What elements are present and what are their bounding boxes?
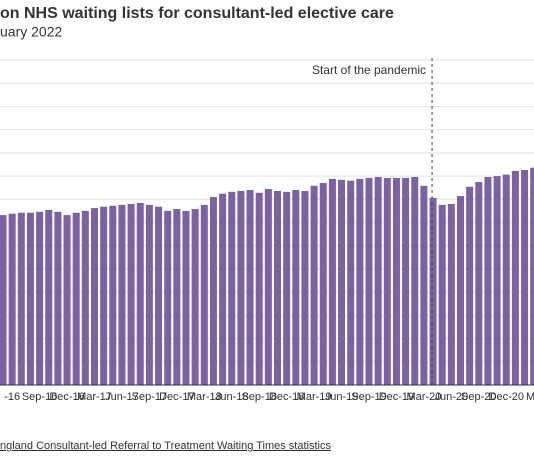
bar <box>264 189 272 385</box>
bar <box>63 215 71 385</box>
bar <box>237 190 245 385</box>
bar <box>438 204 446 385</box>
bar <box>0 215 7 385</box>
bar <box>173 209 181 385</box>
bar <box>511 170 519 385</box>
bar <box>100 206 108 385</box>
bar <box>91 208 98 385</box>
bar <box>191 209 199 385</box>
x-tick-label: Dec-18 <box>269 391 304 403</box>
bar <box>402 177 410 385</box>
bar <box>81 210 89 385</box>
x-tick-label: Mar-20 <box>406 391 441 403</box>
x-tick-label: Dec-17 <box>159 391 194 403</box>
x-tick-label: Mar-17 <box>77 391 112 403</box>
bar <box>365 177 373 385</box>
x-tick-label: Jun-20 <box>435 391 469 403</box>
bar <box>26 212 34 385</box>
bar <box>45 209 53 385</box>
x-tick-label: Jun-18 <box>215 391 249 403</box>
bar <box>319 183 327 385</box>
bar <box>338 179 346 385</box>
bar <box>136 203 144 385</box>
x-tick-label: Sep-18 <box>241 391 276 403</box>
x-tick-label: Mar-19 <box>297 391 332 403</box>
x-tick-label: Mar-18 <box>187 391 222 403</box>
bar <box>182 210 190 385</box>
bar <box>155 206 163 385</box>
x-tick-label: Sep-17 <box>132 391 167 403</box>
x-tick-label: Sep-16 <box>22 391 57 403</box>
bar <box>356 178 364 385</box>
x-tick-label: Ma <box>526 391 534 403</box>
bar <box>209 196 217 385</box>
bar <box>72 212 80 385</box>
bar <box>420 185 428 385</box>
bar <box>374 177 382 385</box>
bar <box>530 167 534 385</box>
bar <box>246 190 254 385</box>
bar <box>54 211 62 385</box>
bar <box>8 213 16 385</box>
bar <box>283 191 291 385</box>
bar <box>392 177 400 385</box>
bar <box>447 203 455 385</box>
chart-title: on NHS waiting lists for consultant-led … <box>0 5 394 22</box>
x-tick-label: Dec-20 <box>489 391 524 403</box>
bar <box>118 204 126 385</box>
x-tick-label: Jun-19 <box>325 391 359 403</box>
x-tick-label: Sep-19 <box>351 391 386 403</box>
x-tick-label: Sep-20 <box>461 391 496 403</box>
bar <box>228 191 236 385</box>
bar <box>502 174 510 385</box>
bar <box>219 193 227 385</box>
bar <box>274 190 281 385</box>
x-tick-label: Dec-19 <box>379 391 414 403</box>
bar <box>164 210 172 385</box>
bar <box>466 186 474 385</box>
x-tick-label: Jun-17 <box>105 391 139 403</box>
bar <box>301 190 309 385</box>
chart-subtitle: uary 2022 <box>0 24 62 40</box>
bar <box>200 204 208 385</box>
bar <box>475 182 483 385</box>
bar <box>457 196 464 385</box>
bar <box>127 203 135 385</box>
x-tick-label: Dec-16 <box>49 391 84 403</box>
source: ngland Consultant-led Referral to Treatm… <box>0 440 331 452</box>
bar <box>109 205 117 385</box>
bar <box>36 211 44 385</box>
bar <box>292 190 300 385</box>
bar <box>493 176 501 385</box>
bar <box>328 178 336 385</box>
bar <box>411 177 419 385</box>
bar <box>521 170 529 385</box>
bar <box>255 192 263 385</box>
bar <box>310 185 318 385</box>
annotation-text: Start of the pandemic <box>312 63 426 77</box>
bar <box>17 212 25 385</box>
x-tick-label: -16 <box>4 391 20 403</box>
bar <box>484 177 492 385</box>
bar <box>347 180 355 385</box>
bar <box>383 177 391 385</box>
bar <box>145 204 153 385</box>
bar <box>429 197 437 385</box>
